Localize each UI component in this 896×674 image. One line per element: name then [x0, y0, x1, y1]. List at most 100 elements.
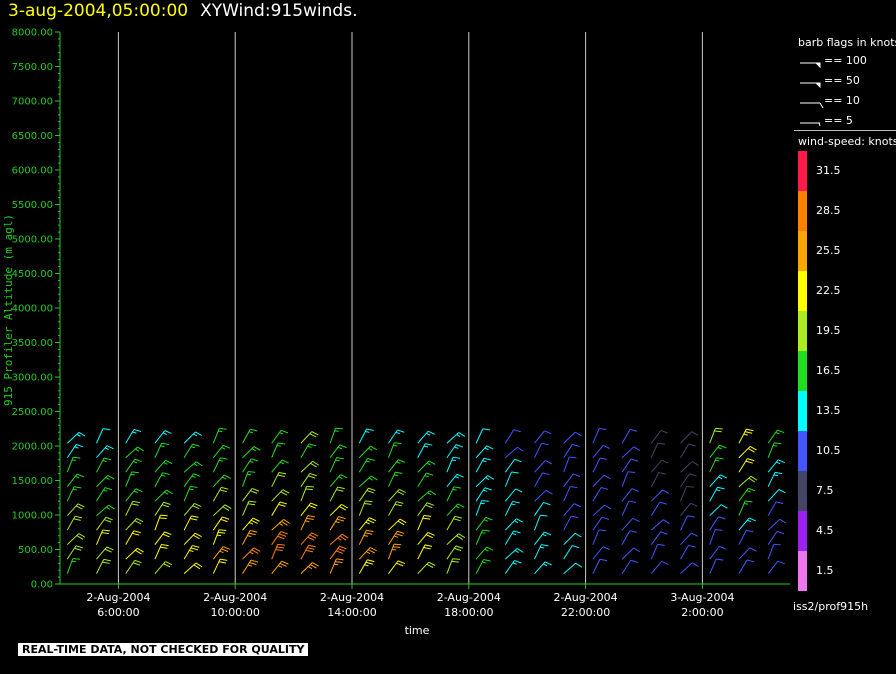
wind-barb — [329, 503, 348, 517]
wind-barb — [417, 514, 432, 531]
wind-barb — [650, 489, 670, 502]
wind-barb — [592, 487, 609, 502]
wind-barb — [475, 529, 490, 545]
barb-legend-label: == 100 — [824, 54, 867, 67]
wind-barb — [621, 446, 641, 459]
wind-barb — [388, 459, 406, 473]
y-tick-label: 1000.00 — [12, 511, 53, 522]
wind-barb — [475, 500, 489, 516]
chart-title-product: XYWind:915winds. — [200, 1, 358, 21]
wind-barb — [621, 500, 637, 516]
wind-barb — [738, 559, 755, 574]
wind-barb — [709, 486, 725, 502]
x-tick-label: 2-Aug-2004 — [437, 591, 501, 604]
axes: 2-Aug-2004 6:00:00 2-Aug-2004 10:00:00 2-Aug… — [12, 28, 790, 619]
barb-legend-title: barb flags in knots — [798, 36, 896, 49]
wind-barb — [592, 529, 607, 545]
wind-barb — [563, 486, 578, 502]
wind-barb — [66, 558, 81, 574]
wind-barb — [271, 429, 289, 444]
wind-barb — [300, 460, 320, 473]
y-tick-label: 8000.00 — [12, 28, 53, 39]
wind-barb — [738, 529, 754, 545]
wind-barb — [300, 485, 314, 502]
wind-barb — [534, 501, 551, 516]
wind-barb — [271, 459, 289, 473]
wind-barb — [212, 504, 232, 517]
wind-barb — [446, 473, 464, 488]
wind-barbs — [66, 427, 787, 575]
x-tick-label: 2-Aug-2004 — [320, 591, 384, 604]
barb-legend-item: == 50 — [798, 74, 896, 88]
colorbar-entry: 13.5 — [798, 391, 896, 431]
wind-barb — [212, 486, 229, 502]
wind-barb — [329, 444, 347, 459]
wind-barb — [738, 428, 754, 444]
wind-barb — [96, 516, 113, 531]
wind-barb — [212, 427, 227, 444]
wind-barb — [650, 501, 667, 516]
wind-barb — [183, 431, 202, 444]
wind-barb — [650, 560, 669, 574]
colorbar-swatch — [798, 511, 807, 551]
wind-barb — [66, 533, 86, 546]
wind-barb — [300, 562, 319, 575]
wind-barb — [504, 471, 519, 487]
wind-barb — [417, 502, 435, 516]
wind-barb — [738, 475, 758, 488]
wind-barb — [475, 559, 491, 574]
wind-barb — [358, 487, 376, 502]
wind-barb — [66, 431, 86, 444]
wind-barb — [300, 443, 317, 458]
wind-barb — [650, 442, 666, 458]
wind-barb — [329, 427, 343, 444]
wind-barb — [563, 532, 582, 546]
wind-barb — [446, 545, 463, 560]
wind-barb — [417, 544, 433, 560]
wind-barb — [388, 518, 407, 531]
wind-barb — [592, 474, 611, 488]
wind-barb — [242, 428, 258, 444]
wind-barb — [621, 488, 639, 502]
wind-barb — [738, 500, 753, 516]
wind-barb — [767, 442, 782, 458]
wind-barb — [125, 488, 143, 502]
wind-barb — [446, 444, 464, 459]
wind-barb — [96, 529, 111, 545]
x-tick-label: 3-Aug-2004 — [670, 591, 734, 604]
barb-symbol-icon — [800, 62, 821, 68]
colorbar-swatch — [798, 391, 807, 431]
wind-barb — [650, 472, 667, 487]
wind-barb — [300, 515, 315, 531]
colorbar-label: 25.5 — [816, 244, 841, 257]
wind-barb — [621, 428, 638, 444]
wind-barb — [504, 548, 524, 560]
wind-barb — [300, 431, 319, 444]
wind-barb — [563, 545, 580, 560]
wind-barb — [242, 471, 256, 487]
wind-barb — [534, 531, 552, 545]
wind-barb — [446, 533, 466, 546]
wind-barb — [475, 546, 494, 560]
wind-barb — [504, 518, 524, 531]
wind-barb — [388, 471, 403, 487]
wind-barb — [446, 432, 466, 444]
colorbar-entry: 28.5 — [798, 191, 896, 231]
wind-barb — [709, 444, 727, 459]
wind-barb — [417, 490, 437, 502]
x-tick-label: 2:00:00 — [681, 606, 723, 619]
wind-barb — [154, 472, 170, 487]
wind-barb — [212, 558, 228, 574]
wind-barb — [154, 442, 169, 458]
x-tick-label: 2-Aug-2004 — [86, 591, 150, 604]
wind-barb — [183, 515, 199, 531]
wind-barb — [621, 530, 638, 545]
y-tick-label: 3500.00 — [12, 338, 53, 349]
wind-barb — [475, 516, 493, 531]
wind-barb — [125, 458, 142, 473]
wind-barb — [212, 457, 228, 473]
wind-barb — [680, 502, 698, 517]
wind-barb — [183, 485, 198, 502]
wind-barb — [504, 488, 523, 502]
wind-barb — [358, 428, 374, 444]
